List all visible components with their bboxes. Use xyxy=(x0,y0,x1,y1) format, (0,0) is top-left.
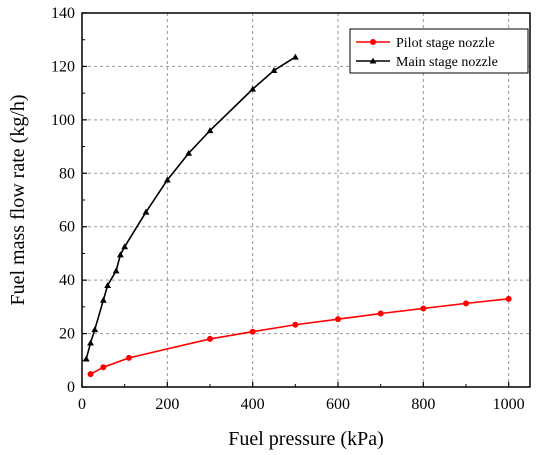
ticks: 0 200 400 600 800 1000 0 20 40 60 80 100 120 140 xyxy=(51,5,525,413)
data-point xyxy=(420,305,427,312)
data-point xyxy=(335,316,341,323)
x-tick-label: 400 xyxy=(241,396,265,413)
data-point xyxy=(121,243,129,250)
y-tick-label: 40 xyxy=(59,272,75,289)
legend-item: Pilot stage nozzle xyxy=(356,36,495,51)
y-tick-label: 20 xyxy=(59,326,75,343)
data-point xyxy=(142,208,150,215)
x-tick-label: 1000 xyxy=(493,396,525,413)
x-axis-title: Fuel pressure (kPa) xyxy=(228,428,384,450)
data-point xyxy=(125,354,132,361)
legend-box xyxy=(349,28,529,74)
series-0 xyxy=(87,295,512,378)
data-point xyxy=(505,295,512,302)
series-line xyxy=(85,56,296,360)
data-point xyxy=(207,335,213,342)
data-point xyxy=(292,321,299,328)
x-tick-label: 0 xyxy=(78,396,86,413)
data-point xyxy=(112,267,120,274)
series-layer xyxy=(82,53,512,378)
legend-label: Main stage nozzle xyxy=(396,55,498,70)
data-point xyxy=(99,296,107,303)
data-point xyxy=(87,339,94,346)
y-tick-label: 0 xyxy=(67,379,75,396)
data-point xyxy=(163,176,171,183)
legend-label: Pilot stage nozzle xyxy=(396,36,495,51)
data-point xyxy=(117,251,124,258)
data-point xyxy=(249,328,256,335)
data-point xyxy=(185,149,193,156)
x-tick-label: 800 xyxy=(411,396,435,413)
y-tick-label: 140 xyxy=(51,5,75,22)
y-tick-label: 80 xyxy=(59,165,75,182)
data-point xyxy=(104,282,111,289)
data-point xyxy=(291,53,299,60)
data-point xyxy=(100,364,107,371)
data-point xyxy=(249,85,257,92)
x-tick-label: 600 xyxy=(326,396,350,413)
legend-marker xyxy=(369,57,377,64)
y-tick-label: 60 xyxy=(59,219,75,236)
y-axis-title: Fuel mass flow rate (kg/h) xyxy=(7,94,29,305)
data-point xyxy=(206,127,214,134)
data-point xyxy=(270,67,278,73)
y-tick-label: 100 xyxy=(51,112,75,129)
legend-marker xyxy=(370,39,376,45)
x-tick-label: 200 xyxy=(155,396,179,413)
data-point xyxy=(91,326,99,333)
y-tick-label: 120 xyxy=(51,58,75,75)
series-1 xyxy=(82,53,299,362)
grid xyxy=(82,13,530,387)
data-point xyxy=(377,310,384,317)
legend-item: Main stage nozzle xyxy=(356,55,498,70)
series-line xyxy=(90,298,509,375)
legend: Pilot stage nozzle Main stage nozzle xyxy=(349,28,529,74)
data-point xyxy=(463,300,469,307)
data-point xyxy=(87,371,94,378)
